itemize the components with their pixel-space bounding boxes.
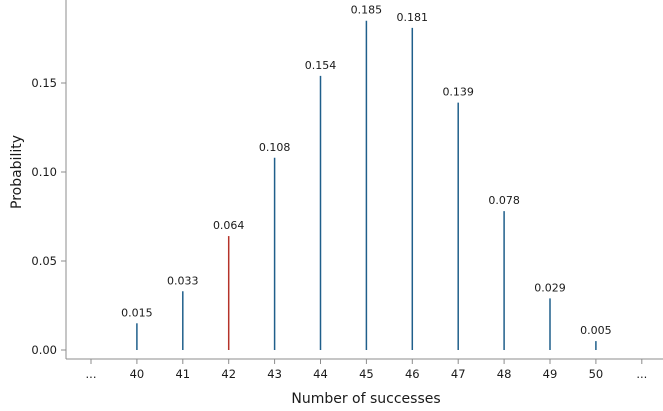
axes xyxy=(65,0,663,360)
data-label-47: 0.139 xyxy=(442,86,474,99)
x-tick-label: 46 xyxy=(405,367,420,381)
y-tick-label: 0.05 xyxy=(31,254,57,268)
x-tick-label: 41 xyxy=(175,367,190,381)
x-axis-title: Number of successes xyxy=(291,391,440,407)
bars xyxy=(136,20,597,350)
x-tick-label: 40 xyxy=(130,367,145,381)
y-axis-title: Probability xyxy=(9,135,25,209)
data-label-46: 0.181 xyxy=(397,11,429,24)
data-labels: 0.015 0.033 0.064 0.108 0.154 0.185 0.181 0.139… xyxy=(121,4,612,337)
x-tick-label: 45 xyxy=(359,367,374,381)
x-tick-label: 47 xyxy=(451,367,466,381)
x-tick-label: 48 xyxy=(497,367,512,381)
x-tick-label: 44 xyxy=(313,367,328,381)
data-label-44: 0.154 xyxy=(305,59,337,72)
x-tick-label: 50 xyxy=(589,367,604,381)
data-label-43: 0.108 xyxy=(259,141,291,154)
x-tick-label: 42 xyxy=(221,367,236,381)
x-ticks: ... 40 41 42 43 44 45 46 47 48 49 50... xyxy=(86,359,647,381)
y-tick-label: 0.10 xyxy=(31,165,57,179)
x-tick-label: 43 xyxy=(267,367,282,381)
data-label-49: 0.029 xyxy=(534,281,566,294)
data-label-48: 0.078 xyxy=(488,194,520,207)
x-tick-label: 49 xyxy=(543,367,558,381)
data-label-42: 0.064 xyxy=(213,219,245,232)
x-tick-label: ... xyxy=(636,367,647,381)
y-tick-label: 0.00 xyxy=(31,343,57,357)
data-label-45: 0.185 xyxy=(351,4,383,17)
data-label-50: 0.005 xyxy=(580,324,612,337)
data-label-41: 0.033 xyxy=(167,274,199,287)
y-ticks: 0.00 0.05 0.10 0.15 xyxy=(31,76,66,357)
x-tick-label: ... xyxy=(86,367,97,381)
y-tick-label: 0.15 xyxy=(31,76,57,90)
data-label-40: 0.015 xyxy=(121,306,153,319)
